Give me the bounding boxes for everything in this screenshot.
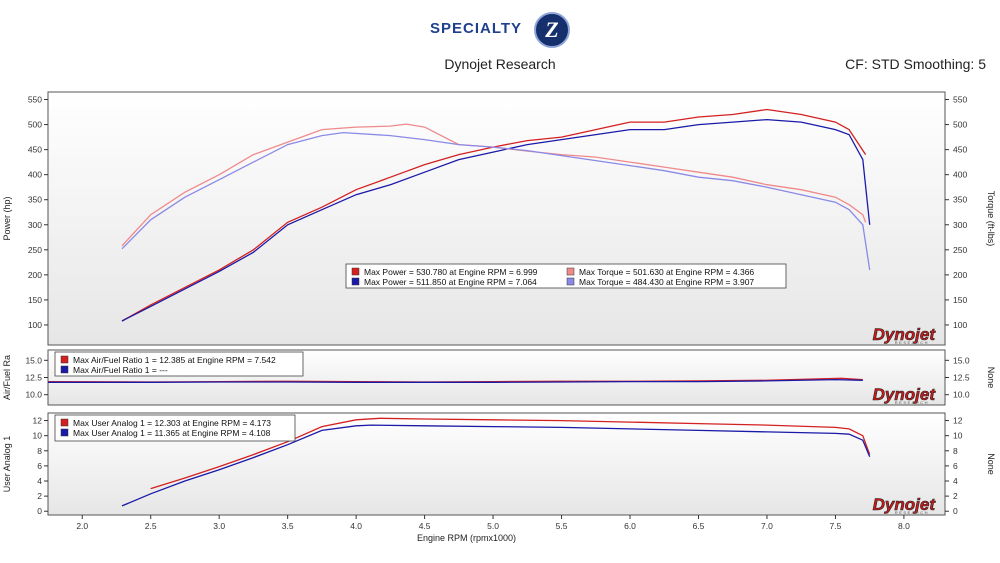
y-tick-label-right: 2 bbox=[953, 491, 958, 501]
y-axis-label-right: None bbox=[986, 367, 996, 389]
legend-swatch bbox=[351, 277, 360, 286]
series-line-2 bbox=[121, 118, 871, 322]
y-tick-label: 500 bbox=[28, 120, 42, 130]
x-tick-label: 4.0 bbox=[350, 521, 362, 531]
legend-swatch bbox=[60, 355, 69, 364]
x-tick-label: 4.5 bbox=[419, 521, 431, 531]
y-tick-label: 250 bbox=[28, 245, 42, 255]
legend-swatch bbox=[351, 267, 360, 276]
plot-area-power_torque bbox=[47, 91, 946, 346]
x-tick-label: 6.5 bbox=[693, 521, 705, 531]
x-tick-label: 5.5 bbox=[556, 521, 568, 531]
x-tick-label: 3.0 bbox=[213, 521, 225, 531]
y-tick-label-right: 300 bbox=[953, 220, 967, 230]
y-tick-label: 10 bbox=[33, 431, 43, 441]
y-tick-label-right: 12 bbox=[953, 416, 963, 426]
legend-swatch bbox=[566, 277, 575, 286]
y-tick-label-right: 12.5 bbox=[953, 373, 970, 383]
y-tick-label-right: 200 bbox=[953, 270, 967, 280]
dynojet-watermark-sub: RESEARCH bbox=[895, 340, 929, 345]
y-axis-label: User Analog 1 bbox=[2, 436, 12, 493]
dynojet-watermark-sub: RESEARCH bbox=[895, 400, 929, 405]
y-tick-label: 300 bbox=[28, 220, 42, 230]
legend-swatch bbox=[60, 428, 69, 437]
y-tick-label: 12 bbox=[33, 416, 43, 426]
y-tick-label-right: 0 bbox=[953, 506, 958, 516]
legend-box bbox=[54, 351, 304, 377]
dynojet-watermark: Dynojet bbox=[873, 495, 937, 514]
y-tick-label: 350 bbox=[28, 195, 42, 205]
legend-entry: Max Power = 511.850 at Engine RPM = 7.06… bbox=[364, 277, 537, 287]
x-tick-label: 5.0 bbox=[487, 521, 499, 531]
y-tick-label-right: 150 bbox=[953, 295, 967, 305]
series-line-4 bbox=[121, 131, 871, 270]
y-tick-label-right: 500 bbox=[953, 120, 967, 130]
specialty-z-logo: SPECIALTY Z bbox=[430, 12, 570, 48]
y-axis-label-right: Torque (ft-lbs) bbox=[986, 191, 996, 247]
dynojet-watermark-sub: RESEARCH bbox=[895, 510, 929, 515]
x-tick-label: 6.0 bbox=[624, 521, 636, 531]
y-tick-label: 12.5 bbox=[25, 373, 42, 383]
legend-swatch bbox=[566, 267, 575, 276]
y-tick-label: 150 bbox=[28, 295, 42, 305]
legend-entry: Max Torque = 501.630 at Engine RPM = 4.3… bbox=[579, 267, 754, 277]
y-tick-label: 550 bbox=[28, 95, 42, 105]
y-tick-label: 15.0 bbox=[25, 355, 42, 365]
x-tick-label: 3.5 bbox=[282, 521, 294, 531]
y-tick-label-right: 15.0 bbox=[953, 355, 970, 365]
x-tick-label: 2.0 bbox=[76, 521, 88, 531]
y-tick-label-right: 6 bbox=[953, 461, 958, 471]
series-line-1 bbox=[121, 108, 867, 322]
y-tick-label: 0 bbox=[37, 506, 42, 516]
legend-entry: Max User Analog 1 = 11.365 at Engine RPM… bbox=[73, 428, 271, 438]
legend-entry: Max Power = 530.780 at Engine RPM = 6.99… bbox=[364, 267, 538, 277]
legend-entry: Max Torque = 484.430 at Engine RPM = 3.9… bbox=[579, 277, 754, 287]
y-tick-label-right: 450 bbox=[953, 145, 967, 155]
y-tick-label-right: 400 bbox=[953, 170, 967, 180]
y-axis-label: Air/Fuel Ra bbox=[2, 355, 12, 400]
x-tick-label: 2.5 bbox=[145, 521, 157, 531]
y-tick-label: 400 bbox=[28, 170, 42, 180]
y-tick-label: 8 bbox=[37, 446, 42, 456]
legend-entry: Max Air/Fuel Ratio 1 = 12.385 at Engine … bbox=[73, 355, 276, 365]
correction-factor-label: CF: STD Smoothing: 5 bbox=[845, 56, 986, 72]
y-tick-label: 6 bbox=[37, 461, 42, 471]
legend-entry: Max User Analog 1 = 12.303 at Engine RPM… bbox=[73, 418, 271, 428]
legend-swatch bbox=[60, 365, 69, 374]
y-tick-label: 450 bbox=[28, 145, 42, 155]
y-tick-label: 2 bbox=[37, 491, 42, 501]
y-axis-label: Power (hp) bbox=[2, 196, 12, 240]
dynojet-watermark: Dynojet bbox=[873, 385, 937, 404]
y-tick-label-right: 10.0 bbox=[953, 390, 970, 400]
y-tick-label: 100 bbox=[28, 320, 42, 330]
y-tick-label-right: 4 bbox=[953, 476, 958, 486]
logo-text: SPECIALTY bbox=[430, 20, 523, 37]
legend-box bbox=[345, 263, 787, 289]
x-tick-label: 8.0 bbox=[898, 521, 910, 531]
x-tick-label: 7.0 bbox=[761, 521, 773, 531]
y-tick-label-right: 550 bbox=[953, 95, 967, 105]
y-tick-label-right: 100 bbox=[953, 320, 967, 330]
y-tick-label: 10.0 bbox=[25, 390, 42, 400]
series-line-1 bbox=[150, 417, 871, 490]
chart-title: Dynojet Research bbox=[444, 56, 556, 72]
y-axis-label-right: None bbox=[986, 453, 996, 475]
y-tick-label-right: 350 bbox=[953, 195, 967, 205]
series-line-2 bbox=[48, 378, 863, 383]
dynojet-watermark: Dynojet bbox=[873, 325, 937, 344]
legend-swatch bbox=[60, 418, 69, 427]
y-tick-label-right: 250 bbox=[953, 245, 967, 255]
legend-entry: Max Air/Fuel Ratio 1 = --- bbox=[73, 365, 168, 375]
legend-box bbox=[54, 414, 296, 442]
x-tick-label: 7.5 bbox=[830, 521, 842, 531]
logo-badge: Z bbox=[534, 12, 570, 48]
y-tick-label: 4 bbox=[37, 476, 42, 486]
y-tick-label-right: 10 bbox=[953, 431, 963, 441]
x-axis-label: Engine RPM (rpmx1000) bbox=[417, 533, 516, 543]
y-tick-label: 200 bbox=[28, 270, 42, 280]
series-line-2 bbox=[121, 424, 871, 507]
y-tick-label-right: 8 bbox=[953, 446, 958, 456]
